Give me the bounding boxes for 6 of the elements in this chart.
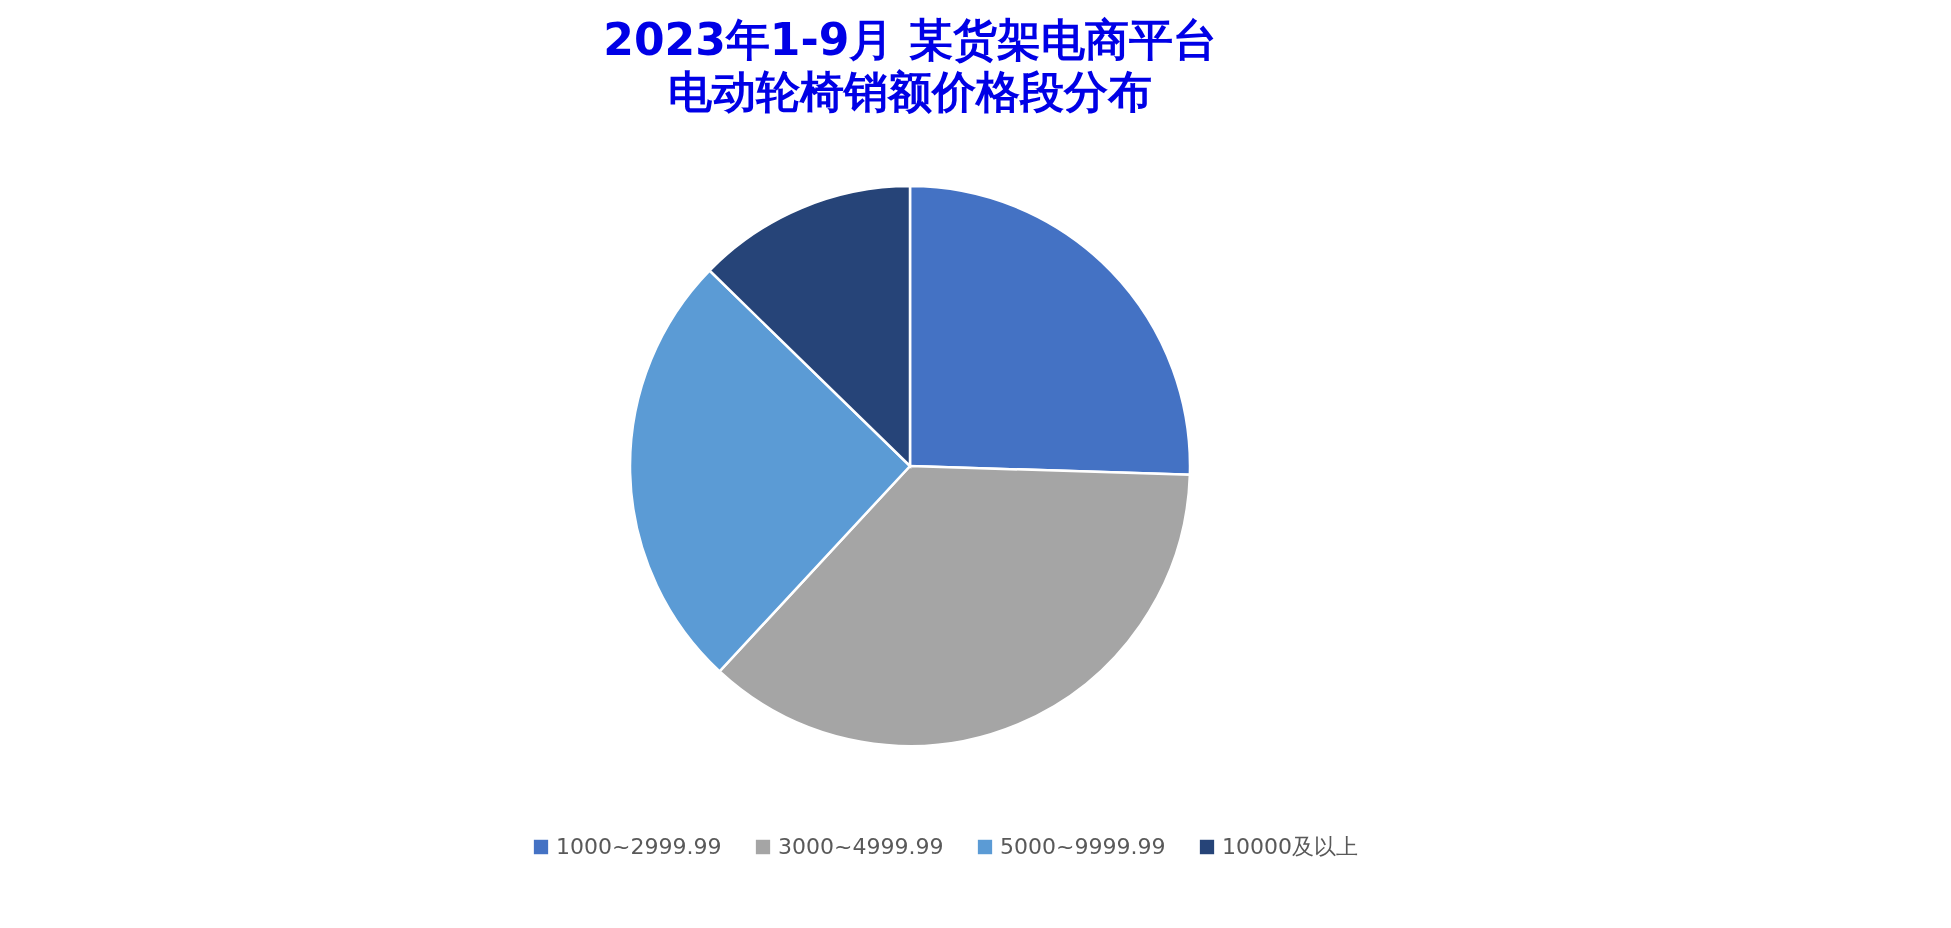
- legend-label: 1000~2999.99: [556, 834, 722, 859]
- chart-subtitle: 电动轮椅销额价格段分布: [668, 66, 1152, 117]
- legend-label: 3000~4999.99: [778, 834, 944, 859]
- legend-label: 10000及以上: [1222, 834, 1358, 859]
- chart-title: 2023年1-9月 某货架电商平台: [603, 14, 1217, 65]
- legend-label: 5000~9999.99: [1000, 834, 1166, 859]
